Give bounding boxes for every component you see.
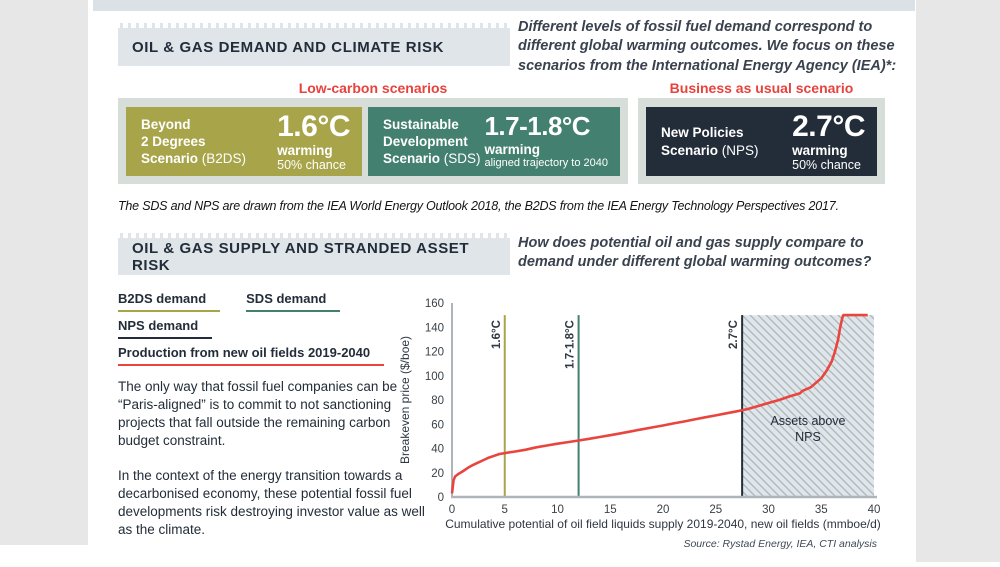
- scenario-card-sds: Sustainable Development Scenario (SDS) 1…: [368, 107, 620, 176]
- low-carbon-scenarios-label: Low-carbon scenarios: [298, 80, 448, 96]
- section-header-demand: OIL & GAS DEMAND AND CLIMATE RISK: [118, 21, 510, 66]
- section-title: OIL & GAS DEMAND AND CLIMATE RISK: [132, 39, 445, 56]
- y-axis-title: Breakeven price ($/boe): [398, 336, 412, 464]
- scenario-abbr: (B2DS): [201, 151, 247, 167]
- legend-nps-demand: NPS demand: [118, 318, 213, 339]
- body-text: The only way that fossil fuel companies …: [118, 378, 428, 539]
- x-tick-label: 10: [551, 504, 564, 516]
- x-tick-label: 15: [604, 504, 617, 516]
- chart-source: Source: Rystad Energy, IEA, CTI analysis: [683, 538, 877, 550]
- x-tick-label: 40: [868, 504, 881, 516]
- top-accent-band: [93, 0, 915, 11]
- left-margin: [0, 0, 88, 545]
- y-tick-label: 20: [431, 468, 444, 480]
- x-tick-label: 25: [709, 504, 722, 516]
- legend-sds-demand: SDS demand: [246, 291, 341, 312]
- scenario-name: Sustainable Development Scenario (SDS): [383, 116, 481, 167]
- paragraph: In the context of the energy transition …: [118, 467, 425, 537]
- region-label-line2: NPS: [795, 430, 821, 444]
- temperature-value: 1.6°C: [277, 109, 350, 143]
- chart-legend-row: B2DS demand SDS demand: [118, 291, 341, 312]
- chance-label: 50% chance: [277, 158, 346, 173]
- chance-label: 50% chance: [792, 158, 861, 173]
- scenario-name: Beyond 2 Degrees Scenario (B2DS): [141, 116, 247, 167]
- scenario-warming: 2.7°C warming 50% chance: [792, 109, 865, 173]
- intro-text: Different levels of fossil fuel demand c…: [518, 19, 897, 74]
- x-tick-label: 35: [815, 504, 828, 516]
- legend-production-new-fields: Production from new oil fields 2019-2040: [118, 345, 385, 366]
- y-tick-label: 40: [431, 444, 444, 456]
- y-tick-label: 120: [425, 347, 444, 359]
- x-tick-label: 30: [762, 504, 775, 516]
- right-margin: [916, 0, 1000, 562]
- x-tick-label: 5: [502, 504, 508, 516]
- x-tick-label: 20: [657, 504, 670, 516]
- y-tick-label: 100: [425, 371, 444, 383]
- business-as-usual-panel: New Policies Scenario (NPS) 2.7°C warmin…: [638, 98, 885, 184]
- legend-b2ds-demand: B2DS demand: [118, 291, 221, 312]
- scenario-abbr: (SDS): [443, 151, 481, 167]
- breakeven-chart-svg: 1.6°C 1.7-1.8°C 2.7°C020406080100120140160…: [398, 298, 881, 550]
- temperature-value: 2.7°C: [792, 109, 865, 143]
- region-label-line1: Assets above: [770, 414, 845, 428]
- scenario-name: New Policies Scenario (NPS): [661, 125, 759, 158]
- section-header-supply: OIL & GAS SUPPLY AND STRANDED ASSET RISK: [118, 231, 510, 275]
- low-carbon-panel: Beyond 2 Degrees Scenario (B2DS) 1.6°C w…: [118, 98, 628, 184]
- threshold-label: 1.7-1.8°C: [565, 320, 577, 369]
- business-as-usual-label: Business as usual scenario: [669, 80, 854, 96]
- x-axis-title: Cumulative potential of oil field liquid…: [445, 517, 881, 531]
- scenario-abbr: (NPS): [721, 142, 759, 158]
- supply-curve-line: [450, 313, 868, 494]
- iea-source-footnote: The SDS and NPS are drawn from the IEA W…: [118, 199, 839, 213]
- scenario-card-b2ds: Beyond 2 Degrees Scenario (B2DS) 1.6°C w…: [126, 107, 362, 176]
- x-tick-label: 0: [449, 504, 455, 516]
- threshold-label: 1.6°C: [491, 320, 503, 349]
- y-tick-label: 80: [431, 395, 444, 407]
- assets-above-nps-hatch: [742, 315, 874, 497]
- scenario-warming: 1.7-1.8°C warming aligned trajectory to …: [484, 111, 608, 169]
- section-title: OIL & GAS SUPPLY AND STRANDED ASSET RISK: [132, 240, 470, 274]
- chart-legend-row: NPS demand: [118, 318, 213, 339]
- y-tick-label: 160: [425, 298, 444, 310]
- y-tick-label: 60: [431, 419, 444, 431]
- scenario-card-nps: New Policies Scenario (NPS) 2.7°C warmin…: [646, 107, 877, 176]
- chart-legend-row: Production from new oil fields 2019-2040: [118, 345, 385, 366]
- breakeven-chart: 1.6°C 1.7-1.8°C 2.7°C 0 20 40 60 80 100 120 140 160…: [395, 288, 915, 562]
- temperature-value: 1.7-1.8°C: [484, 111, 591, 142]
- question-text: How does potential oil and gas supply co…: [518, 235, 872, 271]
- scenario-warming: 1.6°C warming 50% chance: [277, 109, 350, 173]
- trajectory-label: aligned trajectory to 2040: [484, 156, 608, 169]
- y-tick-label: 0: [438, 492, 444, 504]
- paragraph: The only way that fossil fuel companies …: [118, 379, 398, 448]
- threshold-label: 2.7°C: [728, 320, 740, 349]
- y-tick-label: 140: [425, 322, 444, 334]
